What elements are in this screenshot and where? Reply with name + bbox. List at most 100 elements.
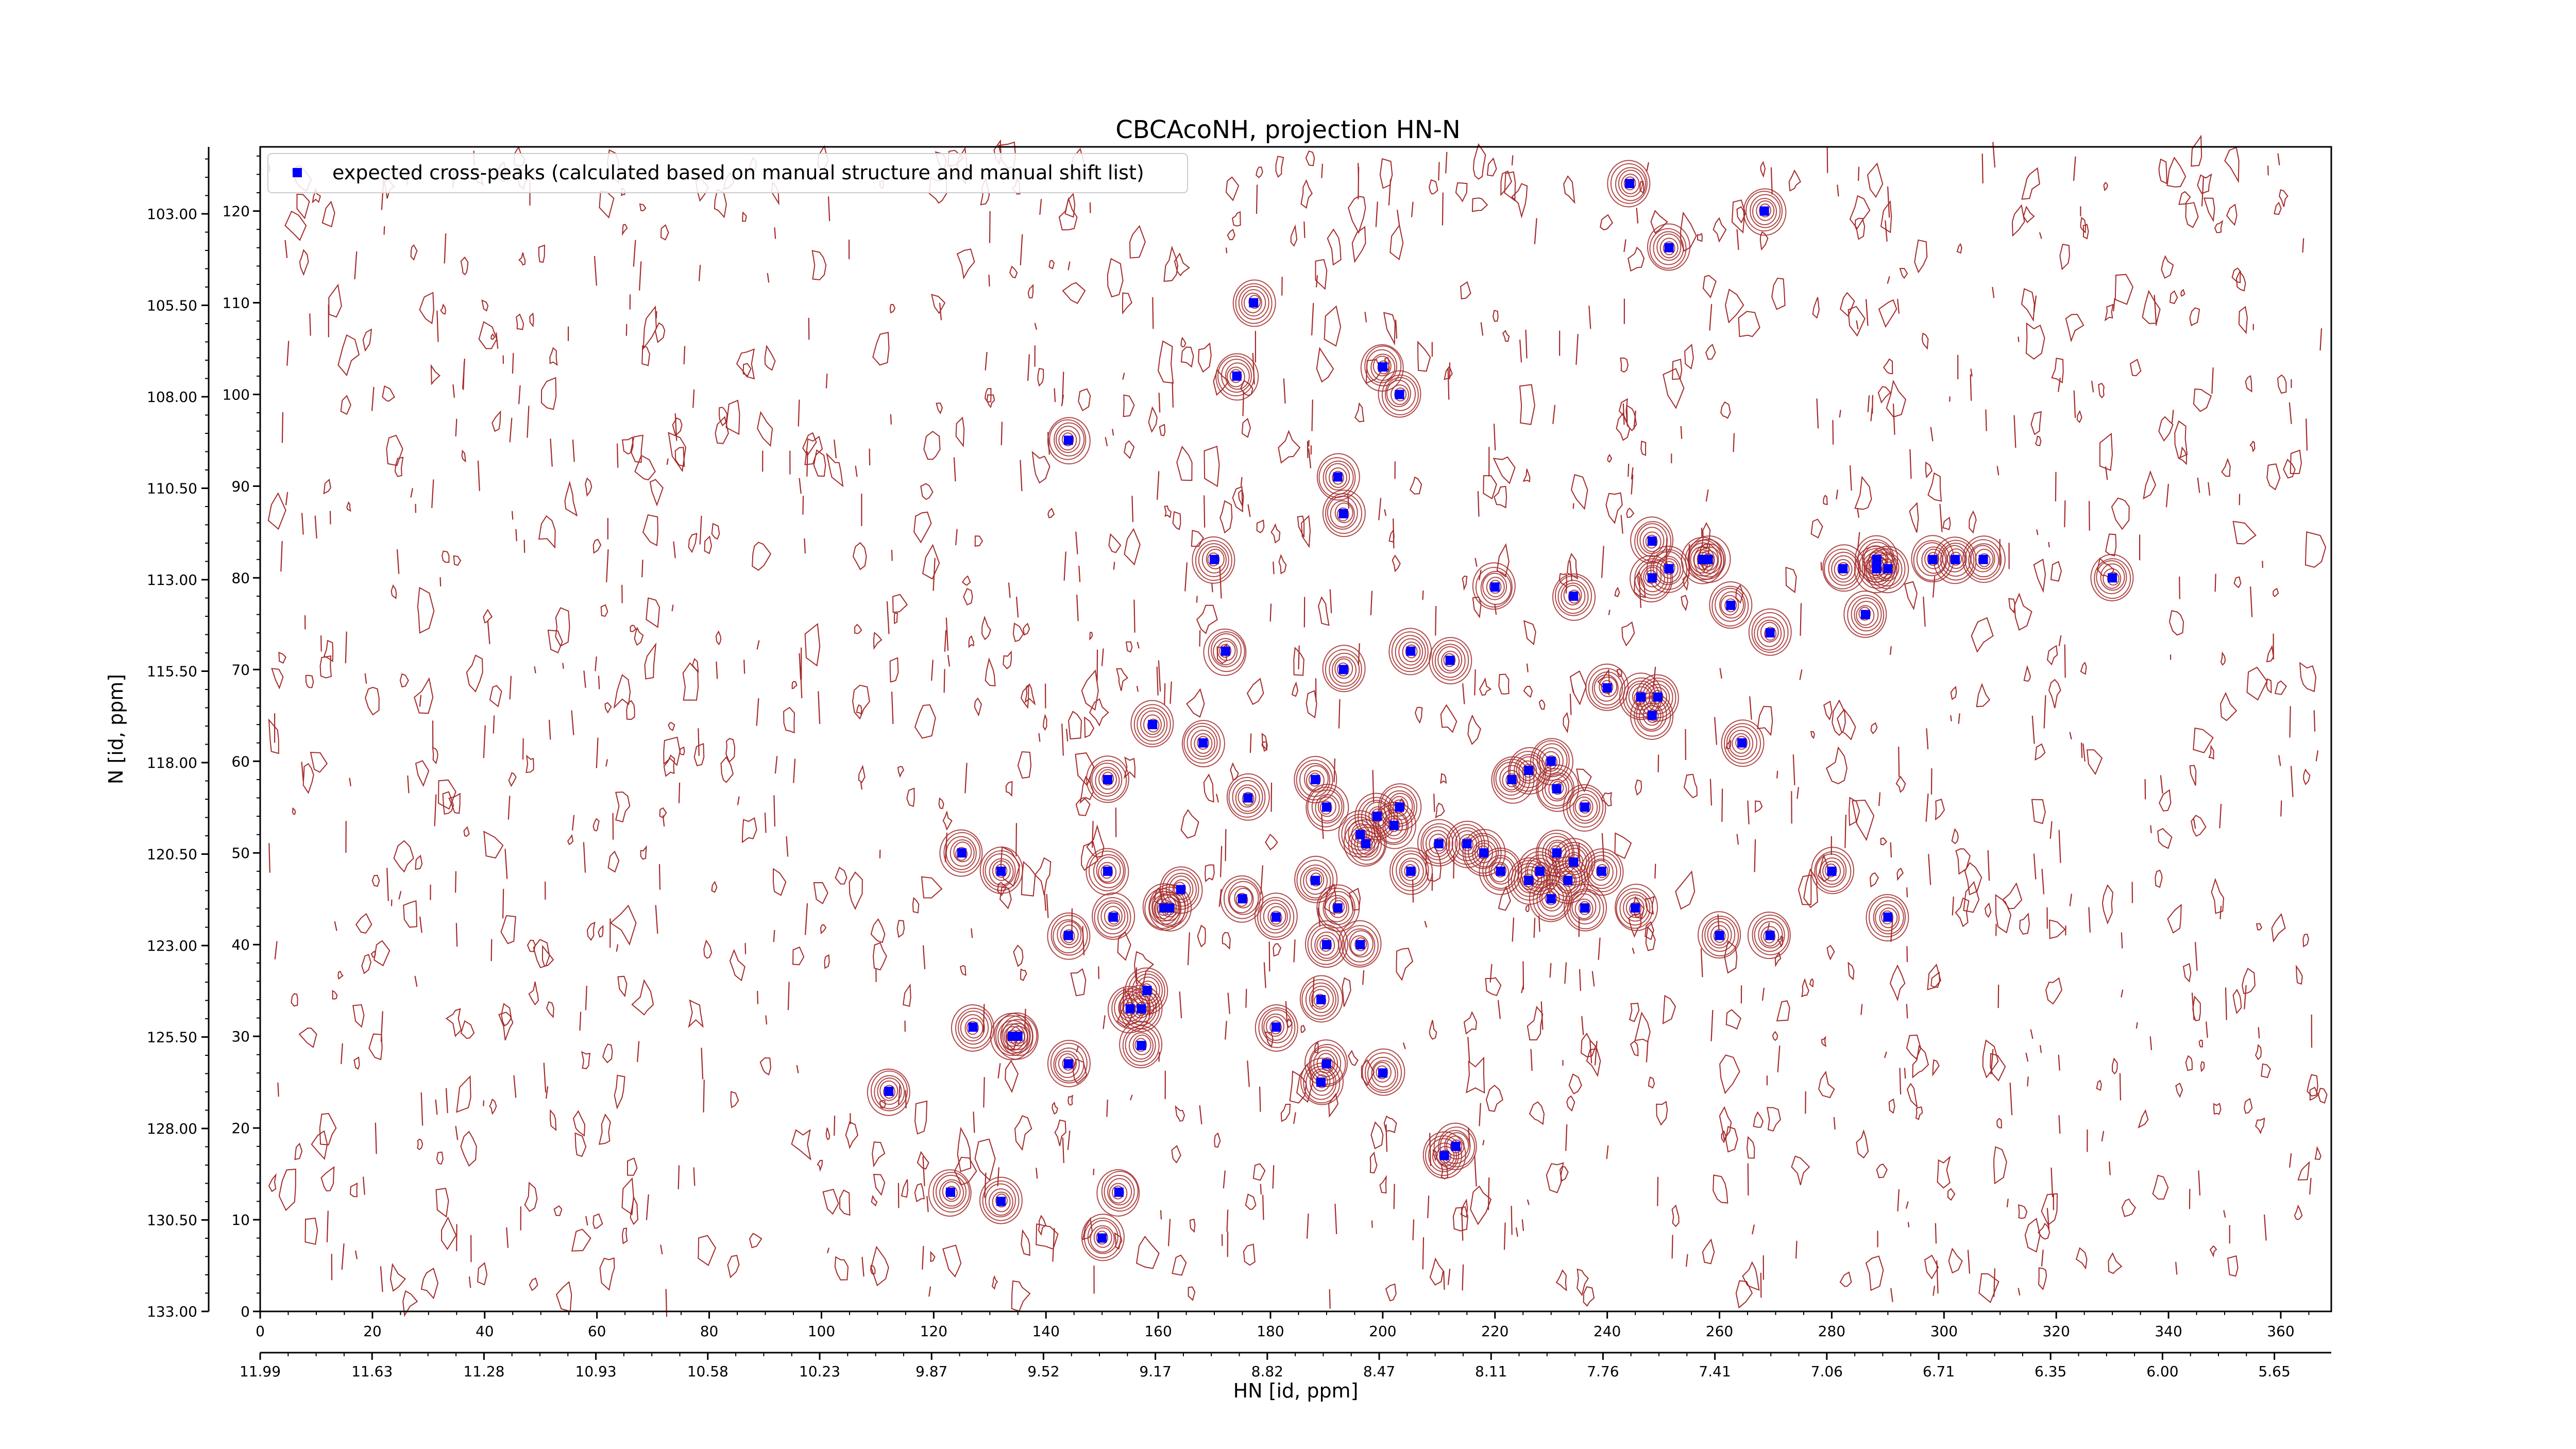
noise-contour [1933,1286,1936,1296]
noise-contour [1158,393,1161,413]
noise-contour [1261,732,1267,751]
noise-contour [2302,238,2304,253]
noise-contour [1369,1151,1378,1174]
noise-contour [1089,632,1093,641]
noise-contour [2049,919,2066,939]
noise-contour [1522,468,1531,483]
noise-contour [1214,1132,1221,1148]
noise-contour [1926,728,1929,749]
noise-contour [1187,932,1190,966]
noise-contour [310,752,328,773]
noise-contour [1616,412,1631,441]
noise-contour [2086,749,2103,776]
noise-contour [756,698,759,726]
noise-contour [1362,970,1365,985]
noise-contour [1909,449,1912,479]
noise-contour [2143,470,2157,500]
noise-contour [1015,597,1019,618]
contour-layer [267,134,2328,1317]
noise-contour [1628,463,1630,477]
noise-contour [304,1218,318,1245]
noise-contour [1027,284,1034,299]
noise-contour [1889,646,1892,655]
y-index-tick-label: 100 [223,386,250,403]
noise-contour [1129,225,1146,259]
noise-contour [1082,1217,1093,1240]
noise-contour [1569,694,1572,715]
noise-contour [2213,1103,2222,1115]
noise-contour [792,946,805,966]
cross-peak-marker [1321,802,1331,812]
noise-contour [1904,581,1918,611]
noise-contour [268,1173,277,1192]
noise-contour [268,718,279,754]
noise-contour [1112,429,1114,436]
noise-contour [455,1126,459,1140]
noise-contour [547,629,563,654]
noise-contour [1222,932,1231,950]
cross-peak-marker [1406,866,1416,876]
noise-contour [1849,465,1852,491]
noise-contour [581,1051,591,1069]
noise-contour [2294,1204,2303,1220]
noise-contour [1566,1095,1575,1112]
noise-contour [2195,942,2198,971]
noise-contour [2277,374,2287,394]
noise-contour [1996,466,1999,476]
noise-contour [1092,820,1094,848]
noise-contour [1203,773,1214,803]
noise-contour [1058,197,1078,231]
noise-contour [799,653,802,680]
noise-contour [2104,304,2114,322]
noise-contour [2185,1055,2193,1071]
noise-contour [1232,486,1243,513]
noise-contour [1472,143,1486,180]
y-axis-label: N [id, ppm] [105,674,127,784]
noise-contour [2243,1098,2253,1114]
noise-contour [460,256,469,276]
peak-contour [1843,591,1887,638]
noise-contour [598,1113,611,1145]
noise-contour [961,575,971,586]
noise-contour [1772,1031,1778,1041]
noise-contour [1474,1155,1477,1187]
noise-contour [2249,441,2256,452]
noise-contour [2088,907,2091,933]
noise-contour [1631,467,1634,480]
cross-peak-marker [1361,839,1371,849]
noise-contour [1721,1130,1727,1143]
noise-contour [571,1228,591,1252]
noise-contour [1263,962,1266,988]
noise-contour [349,1182,358,1198]
noise-contour [1754,839,1756,872]
cross-peak-marker [1546,756,1556,766]
noise-contour [2273,587,2279,597]
noise-contour [921,876,943,899]
noise-contour [2103,181,2108,192]
cross-peak-marker [1631,903,1640,913]
noise-contour [1839,1271,1852,1287]
noise-contour [1525,904,1530,913]
noise-contour [674,413,677,441]
x-ppm-tick-label: 6.71 [1923,1363,1955,1380]
cross-peak-marker [1013,1032,1023,1041]
noise-contour [974,1138,996,1182]
noise-contour [922,945,926,969]
noise-contour [804,623,821,667]
noise-contour [1089,698,1109,727]
noise-contour [2178,191,2191,205]
noise-contour [1705,489,1709,502]
cross-peak-marker [1103,774,1112,784]
noise-contour [1797,787,1799,799]
noise-contour [337,334,360,377]
noise-contour [1588,306,1591,329]
noise-contour [564,480,578,517]
noise-contour [2233,576,2242,588]
noise-contour [1736,834,1739,845]
noise-contour [1662,995,1676,1024]
noise-contour [2150,825,2152,833]
noise-contour [2197,477,2200,493]
peak-contour [951,1004,994,1052]
noise-contour [1921,332,1929,350]
noise-contour [398,891,402,900]
